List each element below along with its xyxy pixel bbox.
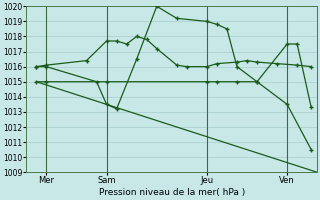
X-axis label: Pression niveau de la mer( hPa ): Pression niveau de la mer( hPa ) [99, 188, 245, 197]
